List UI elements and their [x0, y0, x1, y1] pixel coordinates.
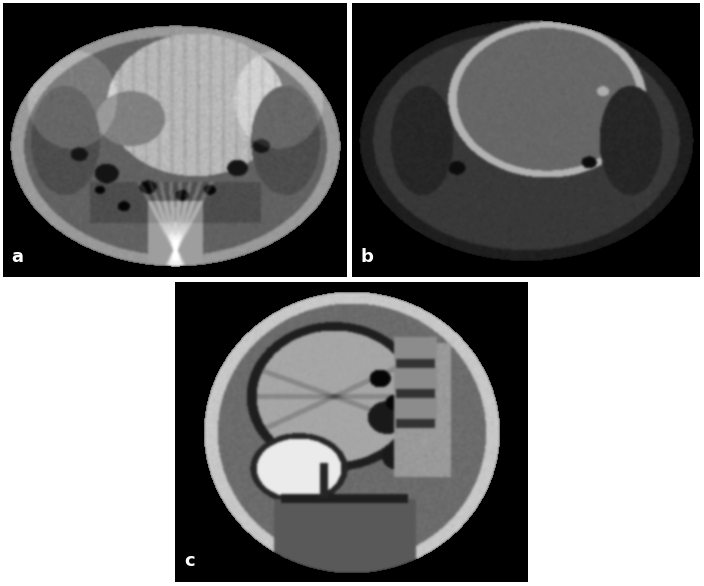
Text: c: c	[184, 552, 194, 570]
Text: b: b	[360, 248, 374, 266]
Text: a: a	[11, 248, 24, 266]
